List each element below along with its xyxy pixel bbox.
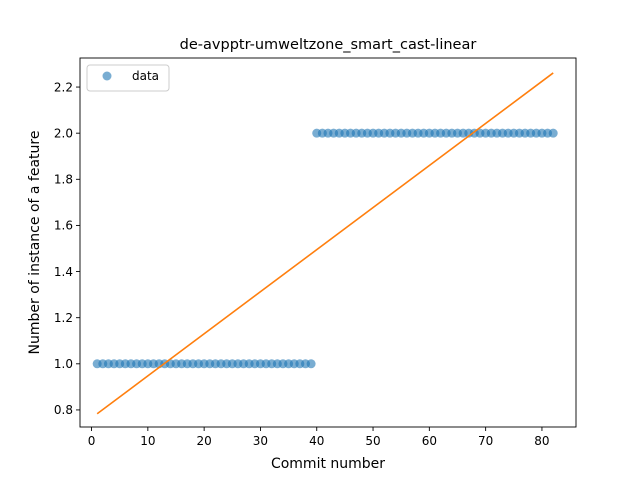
legend: data [86,64,170,92]
fit-line [96,72,554,415]
x-tick-label: 30 [253,434,268,448]
x-tick-label: 70 [478,434,493,448]
legend-box [86,64,170,92]
y-tick-label: 0.8 [54,403,73,417]
y-tick-label: 1.0 [54,357,73,371]
y-tick-label: 1.6 [54,219,73,233]
legend-label-data: data [132,69,159,83]
plot-frame [79,57,577,428]
y-axis: 0.8 1.0 1.2 1.4 1.6 1.8 2.0 2.2 [54,80,80,417]
chart-title: de-avpptr-umweltzone_smart_cast-linear [180,37,477,53]
x-axis-label: Commit number [271,456,385,472]
x-axis: 0 10 20 30 40 50 60 70 80 [88,427,550,448]
y-tick-label: 2.2 [54,80,73,94]
x-tick-label: 60 [422,434,437,448]
x-tick-label: 50 [365,434,380,448]
x-tick-label: 20 [197,434,212,448]
y-axis-label: Number of instance of a feature [27,131,43,355]
x-tick-label: 40 [309,434,324,448]
y-tick-label: 2.0 [54,126,73,140]
y-tick-label: 1.8 [54,173,73,187]
plot-area [92,72,558,415]
legend-marker-data [102,71,112,81]
y-tick-label: 1.2 [54,311,73,325]
data-point [548,128,558,138]
x-tick-label: 0 [88,434,96,448]
x-tick-label: 80 [534,434,549,448]
x-tick-label: 10 [140,434,155,448]
data-point [306,359,316,369]
y-tick-label: 1.4 [54,265,73,279]
